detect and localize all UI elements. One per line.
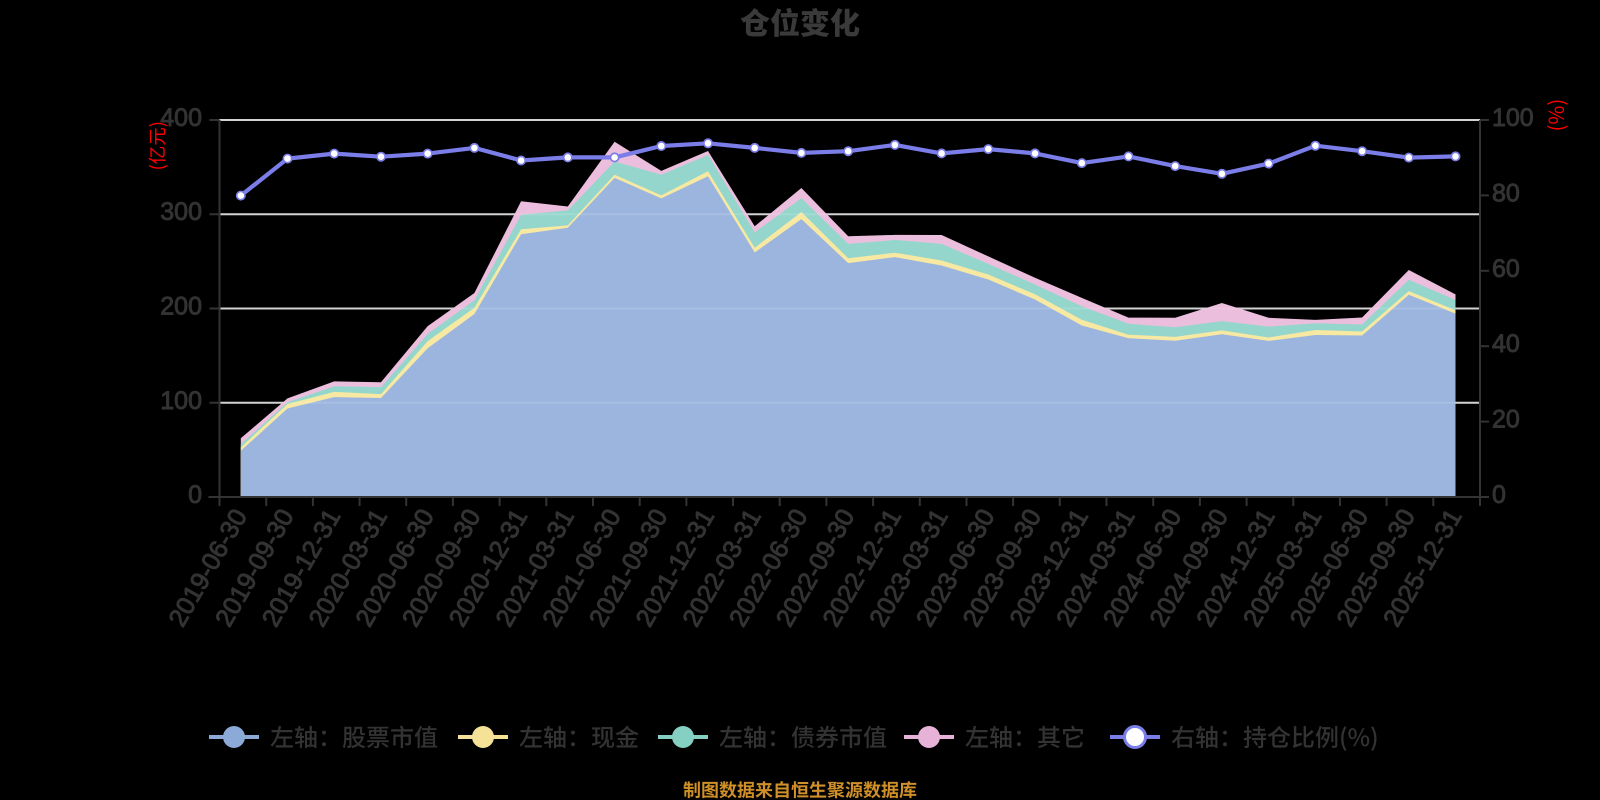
svg-text:40: 40: [1492, 330, 1520, 358]
svg-text:100: 100: [160, 387, 202, 415]
svg-text:80: 80: [1492, 179, 1520, 207]
svg-text:100: 100: [1492, 104, 1534, 132]
svg-text:0: 0: [1492, 481, 1506, 509]
svg-text:200: 200: [160, 293, 202, 321]
svg-text:20: 20: [1492, 406, 1520, 434]
svg-text:0: 0: [188, 481, 202, 509]
svg-text:60: 60: [1492, 255, 1520, 283]
svg-text:300: 300: [160, 198, 202, 226]
svg-text:400: 400: [160, 104, 202, 132]
